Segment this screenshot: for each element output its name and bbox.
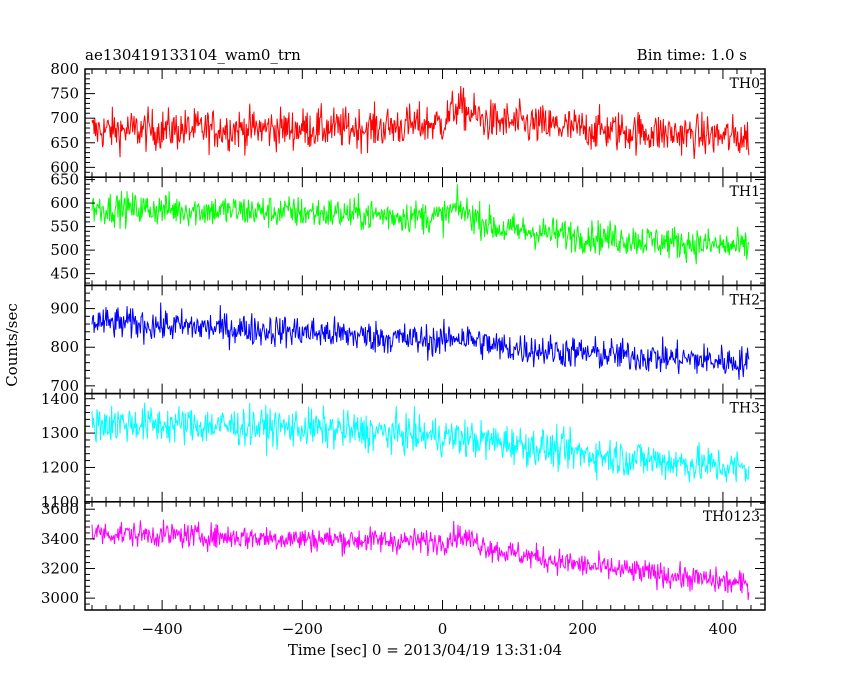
bin-time-label: Bin time: 1.0 s xyxy=(637,46,747,64)
series-line-th0123 xyxy=(91,519,750,601)
y-tick-label: 450 xyxy=(50,265,79,283)
y-tick-label: 650 xyxy=(50,134,79,152)
panel-th2: 700 800 900 TH2 xyxy=(50,284,766,395)
y-tick-label: 800 xyxy=(50,60,79,78)
series-line-th0 xyxy=(91,85,750,159)
panel-frame xyxy=(84,176,766,287)
y-axis-label: Counts/sec xyxy=(3,303,21,387)
y-tick-label: 650 xyxy=(50,171,79,189)
y-tick-label: 550 xyxy=(50,218,79,236)
panel-frame xyxy=(84,392,766,503)
x-tick-label: 0 xyxy=(438,620,448,638)
y-tick-label: 3400 xyxy=(41,530,79,548)
x-tick-label: 200 xyxy=(568,620,597,638)
y-tick-label: 1100 xyxy=(41,493,79,511)
y-tick-label: 1400 xyxy=(41,390,79,408)
y-tick-label: 700 xyxy=(50,109,79,127)
panel-label-th0: TH0 xyxy=(730,76,760,92)
chart-title: ae130419133104_wam0_trn xyxy=(85,46,301,64)
y-tick-label: 1200 xyxy=(41,458,79,476)
panel-frame xyxy=(84,501,766,611)
x-tick-label: −400 xyxy=(142,620,183,638)
y-tick-label: 900 xyxy=(50,300,79,318)
y-tick-label: 3000 xyxy=(41,589,79,607)
y-tick-label: 700 xyxy=(50,377,79,395)
x-tick-label: 400 xyxy=(709,620,738,638)
y-tick-label: 600 xyxy=(50,158,79,176)
y-tick-label: 1300 xyxy=(41,424,79,442)
panels: 600650700750800TH0450500550600650TH17008… xyxy=(41,60,766,611)
x-axis: −400 −200 0 200 400 xyxy=(142,620,738,638)
panel-label-th1: TH1 xyxy=(730,184,760,200)
panel-label-th0123: TH0123 xyxy=(703,509,760,525)
series-line-th3 xyxy=(91,402,750,483)
y-tick-label: 800 xyxy=(50,338,79,356)
y-tick-label: 500 xyxy=(50,241,79,259)
x-tick-label: −200 xyxy=(282,620,323,638)
panel-label-th3: TH3 xyxy=(730,401,760,417)
y-tick-label: 3200 xyxy=(41,559,79,577)
x-axis-label: Time [sec] 0 = 2013/04/19 13:31:04 xyxy=(288,641,562,659)
series-line-th1 xyxy=(91,184,750,265)
series-line-th2 xyxy=(91,302,750,380)
panel-th0123: 3000 3200 3400 3600 TH0123 xyxy=(41,500,766,611)
panel-th3: 1100 1200 1300 1400 TH3 xyxy=(41,390,766,511)
panel-th1: 450 500 550 600 650 TH1 xyxy=(50,171,766,287)
y-tick-label: 3600 xyxy=(41,500,79,518)
panel-label-th2: TH2 xyxy=(730,292,760,308)
y-tick-label: 600 xyxy=(50,194,79,212)
y-tick-label: 750 xyxy=(50,85,79,103)
panel-th0: 600 650 700 750 800 TH0 xyxy=(50,60,766,178)
